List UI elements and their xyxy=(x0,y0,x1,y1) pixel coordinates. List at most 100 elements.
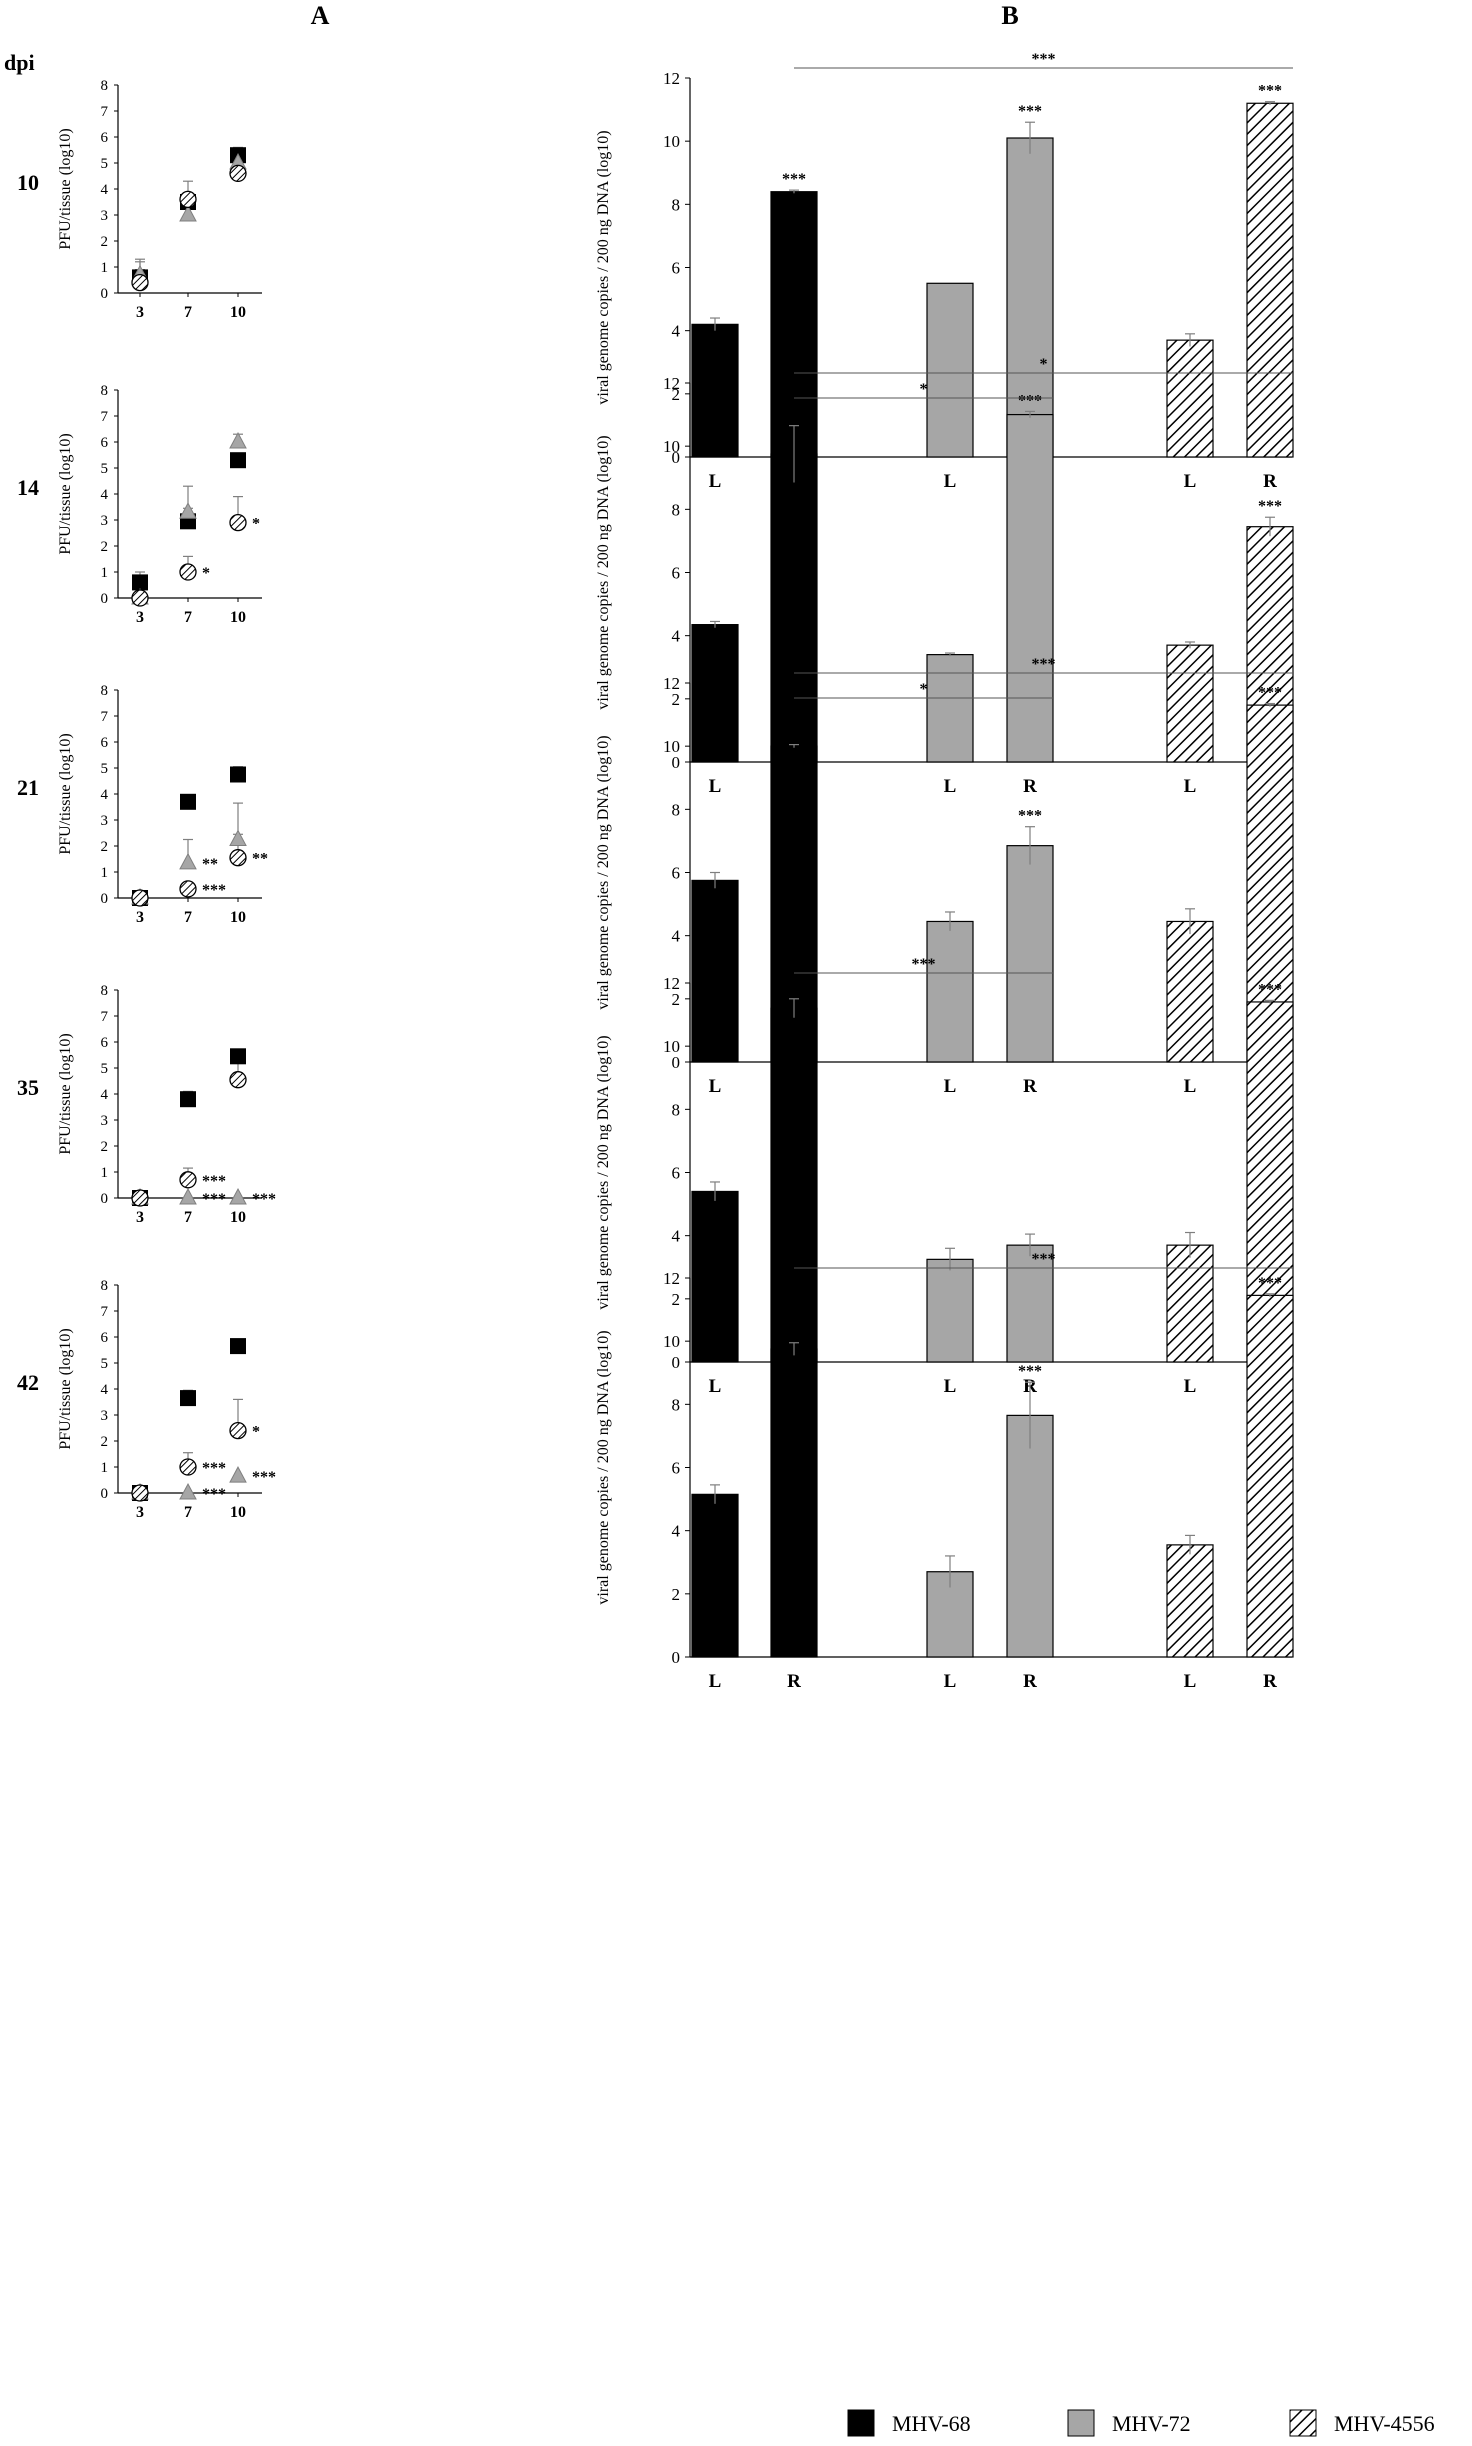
point-mhv-4556 xyxy=(131,1189,149,1207)
point-mhv-68 xyxy=(230,1338,246,1355)
significance-label: *** xyxy=(1018,392,1042,409)
significance-label: *** xyxy=(1018,103,1042,120)
y-tick-label: 0 xyxy=(101,286,109,302)
y-axis-label: viral genome copies / 200 ng DNA (log10) xyxy=(595,130,612,404)
significance-label: * xyxy=(252,1424,260,1441)
significance-label: *** xyxy=(252,1191,276,1208)
x-tick-label: L xyxy=(1184,1076,1197,1097)
significance-label: *** xyxy=(252,1469,276,1486)
x-tick-label: 7 xyxy=(184,1209,192,1226)
y-tick-label: 4 xyxy=(672,322,681,341)
dpi-label: 14 xyxy=(17,475,39,500)
y-tick-label: 0 xyxy=(101,891,109,907)
y-tick-label: 8 xyxy=(101,78,109,94)
y-tick-label: 2 xyxy=(672,1290,681,1309)
significance-label: * xyxy=(202,565,210,582)
bracket-label: *** xyxy=(1032,51,1056,68)
y-tick-label: 1 xyxy=(101,1460,109,1476)
point-mhv-68 xyxy=(230,766,246,783)
bar-mhv-4556 xyxy=(1246,1294,1294,1658)
y-tick-label: 10 xyxy=(663,737,680,756)
point-mhv-4556 xyxy=(131,589,149,607)
point-mhv-4556 xyxy=(179,1171,197,1189)
x-tick-label: 10 xyxy=(230,1504,246,1521)
bar-mhv-68 xyxy=(691,323,739,458)
bar-mhv-68 xyxy=(691,879,739,1063)
bar-mhv-4556 xyxy=(1246,102,1294,458)
y-tick-label: 12 xyxy=(663,674,680,693)
significance-label: *** xyxy=(1258,1275,1282,1292)
y-tick-label: 0 xyxy=(101,1486,109,1502)
point-mhv-68 xyxy=(230,452,246,469)
x-tick-label: L xyxy=(944,1076,957,1097)
bar-mhv-68 xyxy=(770,1007,818,1363)
dpi-label: 42 xyxy=(17,1370,39,1395)
x-tick-label: 7 xyxy=(184,609,192,626)
bar-mhv-4556 xyxy=(1166,1244,1214,1363)
significance-label: *** xyxy=(1018,808,1042,825)
y-tick-label: 8 xyxy=(672,1395,681,1414)
x-tick-label: L xyxy=(709,776,722,797)
x-tick-label: L xyxy=(709,1376,722,1397)
x-tick-label: R xyxy=(1263,471,1277,492)
row-header: dpi xyxy=(4,50,35,75)
legend: MHV-68 MHV-72 MHV-4556 xyxy=(847,2409,1435,2437)
y-tick-label: 1 xyxy=(101,565,109,581)
x-tick-label: 10 xyxy=(230,1209,246,1226)
y-axis-label: PFU/tissue (log10) xyxy=(57,1328,74,1449)
x-tick-label: 7 xyxy=(184,1504,192,1521)
point-mhv-68 xyxy=(180,793,196,810)
y-tick-label: 12 xyxy=(663,1269,680,1288)
bracket-label: *** xyxy=(912,956,936,973)
bar-mhv-68 xyxy=(691,1190,739,1363)
x-tick-label: R xyxy=(1023,776,1037,797)
y-tick-label: 0 xyxy=(101,1191,109,1207)
y-tick-label: 2 xyxy=(672,1585,681,1604)
significance-label: *** xyxy=(1018,1363,1042,1380)
scatter-chart: 0 1 2 3 4 5 6 7 8 3 7 10 PFU/tissue (log10) xyxy=(57,78,262,321)
y-tick-label: 10 xyxy=(663,1037,680,1056)
bracket-label: *** xyxy=(1032,656,1056,673)
point-mhv-72 xyxy=(229,1187,247,1205)
significance-label: ** xyxy=(252,851,268,868)
x-tick-label: 10 xyxy=(230,609,246,626)
legend-label: MHV-72 xyxy=(1112,2411,1191,2436)
point-mhv-4556 xyxy=(229,849,247,867)
significance-label: * xyxy=(252,516,260,533)
significance-label: *** xyxy=(782,171,806,188)
x-tick-label: R xyxy=(1263,1671,1277,1692)
bar-mhv-72 xyxy=(1006,1414,1054,1658)
bar-mhv-72 xyxy=(926,654,974,763)
y-tick-label: 10 xyxy=(663,132,680,151)
point-mhv-68 xyxy=(180,1390,196,1407)
y-tick-label: 5 xyxy=(101,156,109,172)
bar-mhv-68 xyxy=(691,1493,739,1658)
point-mhv-72 xyxy=(179,204,197,222)
x-tick-label: 3 xyxy=(136,909,144,926)
y-tick-label: 6 xyxy=(101,1035,109,1051)
point-mhv-72 xyxy=(179,1482,197,1500)
bar-mhv-72 xyxy=(1006,845,1054,1063)
dpi-label: 21 xyxy=(17,775,39,800)
bracket-label: * xyxy=(920,381,928,398)
point-mhv-72 xyxy=(179,1187,197,1205)
y-tick-label: 12 xyxy=(663,974,680,993)
y-tick-label: 4 xyxy=(672,1227,681,1246)
y-axis-label: PFU/tissue (log10) xyxy=(57,128,74,249)
point-mhv-68 xyxy=(180,1091,196,1108)
y-tick-label: 3 xyxy=(101,1408,109,1424)
dpi-label: 35 xyxy=(17,1075,39,1100)
point-mhv-4556 xyxy=(229,164,247,183)
y-tick-label: 1 xyxy=(101,865,109,881)
y-tick-label: 6 xyxy=(101,435,109,451)
y-tick-label: 0 xyxy=(672,753,681,772)
x-tick-label: L xyxy=(1184,1376,1197,1397)
significance-label: ** xyxy=(202,856,218,873)
y-tick-label: 8 xyxy=(101,1278,109,1294)
y-tick-label: 3 xyxy=(101,208,109,224)
